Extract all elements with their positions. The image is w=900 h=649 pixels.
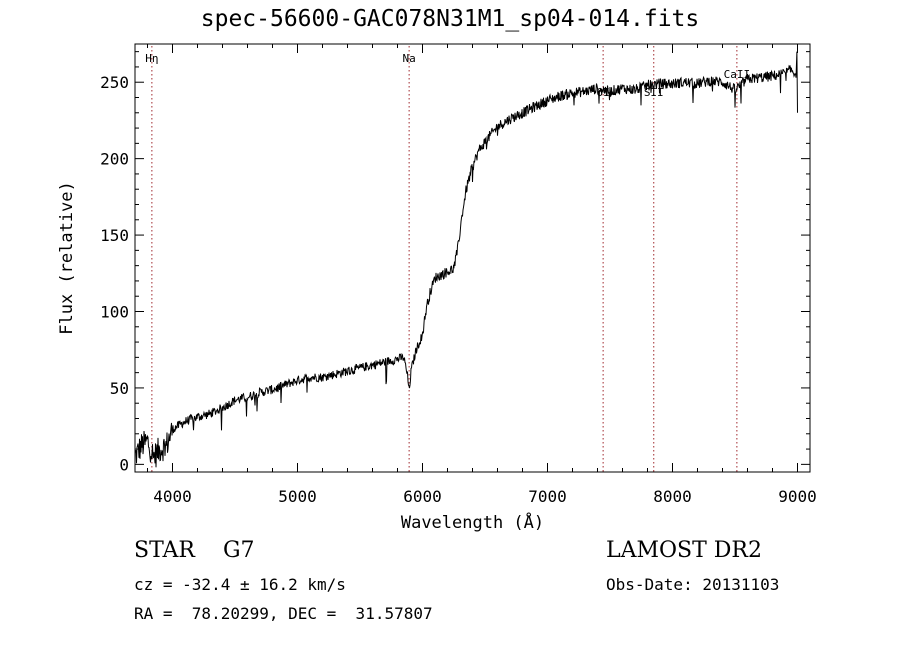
y-tick-label: 150 <box>100 226 129 245</box>
y-tick-label: 250 <box>100 73 129 92</box>
x-tick-label: 9000 <box>778 487 817 506</box>
chart-title: spec-56600-GAC078N31M1_sp04-014.fits <box>200 6 700 32</box>
spectral-line-label: Hη <box>145 52 158 65</box>
x-tick-label: 4000 <box>153 487 192 506</box>
y-tick-label: 200 <box>100 150 129 169</box>
plot-frame <box>134 43 811 473</box>
y-tick-label: 50 <box>110 379 129 398</box>
x-axis-label: Wavelength (Å) <box>401 511 544 533</box>
x-tick-label: 7000 <box>528 487 567 506</box>
y-tick-label: 0 <box>119 455 129 474</box>
survey-label: LAMOST DR2 <box>606 538 762 563</box>
velocity-label: cz = -32.4 ± 16.2 km/s <box>134 575 346 594</box>
spectrum-line <box>134 51 798 468</box>
y-axis: 0 50 100 150 200 250 <box>100 51 810 474</box>
spectral-line-label: Na <box>403 52 416 65</box>
obs-date-label: Obs-Date: 20131103 <box>606 575 780 594</box>
object-class-label: STAR G7 <box>134 538 255 563</box>
x-tick-label: 8000 <box>653 487 692 506</box>
coordinates-label: RA = 78.20299, DEC = 31.57807 <box>134 604 433 623</box>
x-tick-label: 6000 <box>403 487 442 506</box>
spectral-line-label: CaII <box>724 68 751 81</box>
y-tick-label: 100 <box>100 303 129 322</box>
x-axis: 4000 5000 6000 7000 8000 9000 <box>147 44 817 506</box>
x-tick-label: 5000 <box>278 487 317 506</box>
y-axis-label: Flux (relative) <box>57 181 77 335</box>
